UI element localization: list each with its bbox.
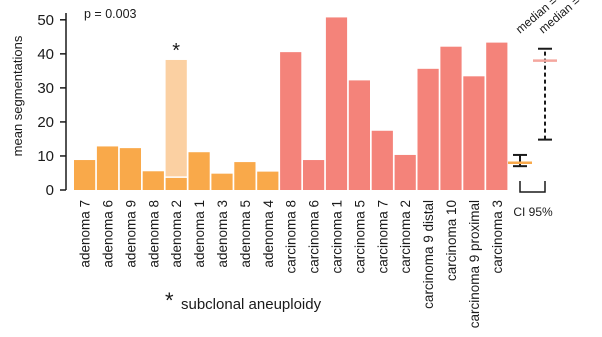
category-label: carcinoma 7 (375, 200, 390, 274)
y-axis: 0 10 20 30 40 50 (37, 12, 67, 199)
y-tick-label: 0 (46, 182, 54, 199)
category-label: adenoma 2 (169, 200, 184, 268)
ci-label: CI 95% (513, 205, 553, 219)
p-value-annotation: p = 0.003 (84, 7, 137, 21)
bar (325, 17, 348, 190)
category-label: adenoma 3 (215, 200, 230, 268)
y-axis-label: mean segmentations (10, 35, 25, 156)
bar (371, 130, 393, 190)
bar (142, 171, 164, 190)
ci-bracket (519, 181, 546, 193)
category-label: carcinoma 10 (444, 200, 459, 281)
bar (96, 146, 119, 190)
ci-summary: CI 95%median =median = (508, 0, 583, 219)
bar (211, 173, 233, 190)
bars: * (74, 17, 508, 191)
bar (234, 162, 256, 190)
category-label: carcinoma 9 distal (421, 200, 436, 309)
y-tick-label: 40 (37, 46, 54, 63)
bar (463, 76, 485, 190)
category-label: adenoma 9 (123, 200, 138, 268)
subclonal-marker: * (172, 40, 180, 62)
category-label: adenoma 4 (261, 200, 276, 268)
bar (394, 154, 416, 190)
bar (119, 148, 141, 190)
bar (486, 42, 508, 190)
category-label: adenoma 5 (238, 200, 253, 268)
y-tick-label: 10 (37, 148, 54, 165)
category-label: adenoma 8 (146, 200, 161, 268)
legend-marker: * (165, 288, 174, 313)
category-labels: adenoma 7 adenoma 6 adenoma 9 adenoma 8 aden… (78, 200, 505, 329)
category-label: carcinoma 5 (352, 200, 367, 274)
bar (417, 68, 439, 190)
bar (303, 160, 325, 190)
category-label: carcinoma 3 (490, 200, 505, 274)
y-tick-label: 30 (37, 80, 54, 97)
bar (257, 171, 279, 190)
bar-subclonal-segment (165, 59, 187, 177)
category-label: adenoma 6 (101, 200, 116, 268)
bar (165, 177, 187, 190)
y-tick-label: 20 (37, 114, 54, 131)
bar (280, 52, 302, 191)
bar (74, 160, 96, 190)
category-label: carcinoma 8 (284, 200, 299, 274)
bar (348, 80, 370, 190)
category-label: carcinoma 9 proximal (467, 200, 482, 328)
category-label: adenoma 1 (192, 200, 207, 268)
bar (188, 152, 210, 190)
category-label: carcinoma 1 (330, 200, 345, 274)
category-label: carcinoma 6 (307, 200, 322, 274)
category-label: adenoma 7 (78, 200, 93, 268)
bar (440, 46, 462, 191)
category-label: carcinoma 2 (398, 200, 413, 274)
y-tick-label: 50 (37, 12, 54, 29)
legend-text: subclonal aneuploidy (181, 296, 322, 313)
